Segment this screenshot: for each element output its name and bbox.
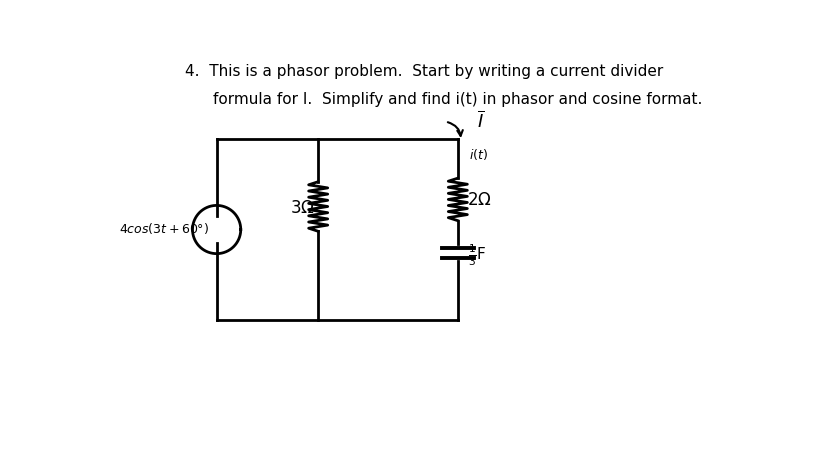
Text: $\overline{I}$: $\overline{I}$ <box>477 110 484 131</box>
Text: $3\Omega$: $3\Omega$ <box>290 198 315 216</box>
Text: formula for I.  Simplify and find i(t) in phasor and cosine format.: formula for I. Simplify and find i(t) in… <box>214 92 703 107</box>
Text: $\frac{1}{3}$F: $\frac{1}{3}$F <box>468 242 486 268</box>
Text: $2\Omega$: $2\Omega$ <box>468 191 492 209</box>
Text: 4.  This is a phasor problem.  Start by writing a current divider: 4. This is a phasor problem. Start by wr… <box>185 64 663 79</box>
Text: $4cos(3t+60°)$: $4cos(3t+60°)$ <box>119 221 209 236</box>
Text: $i(t)$: $i(t)$ <box>469 147 488 162</box>
